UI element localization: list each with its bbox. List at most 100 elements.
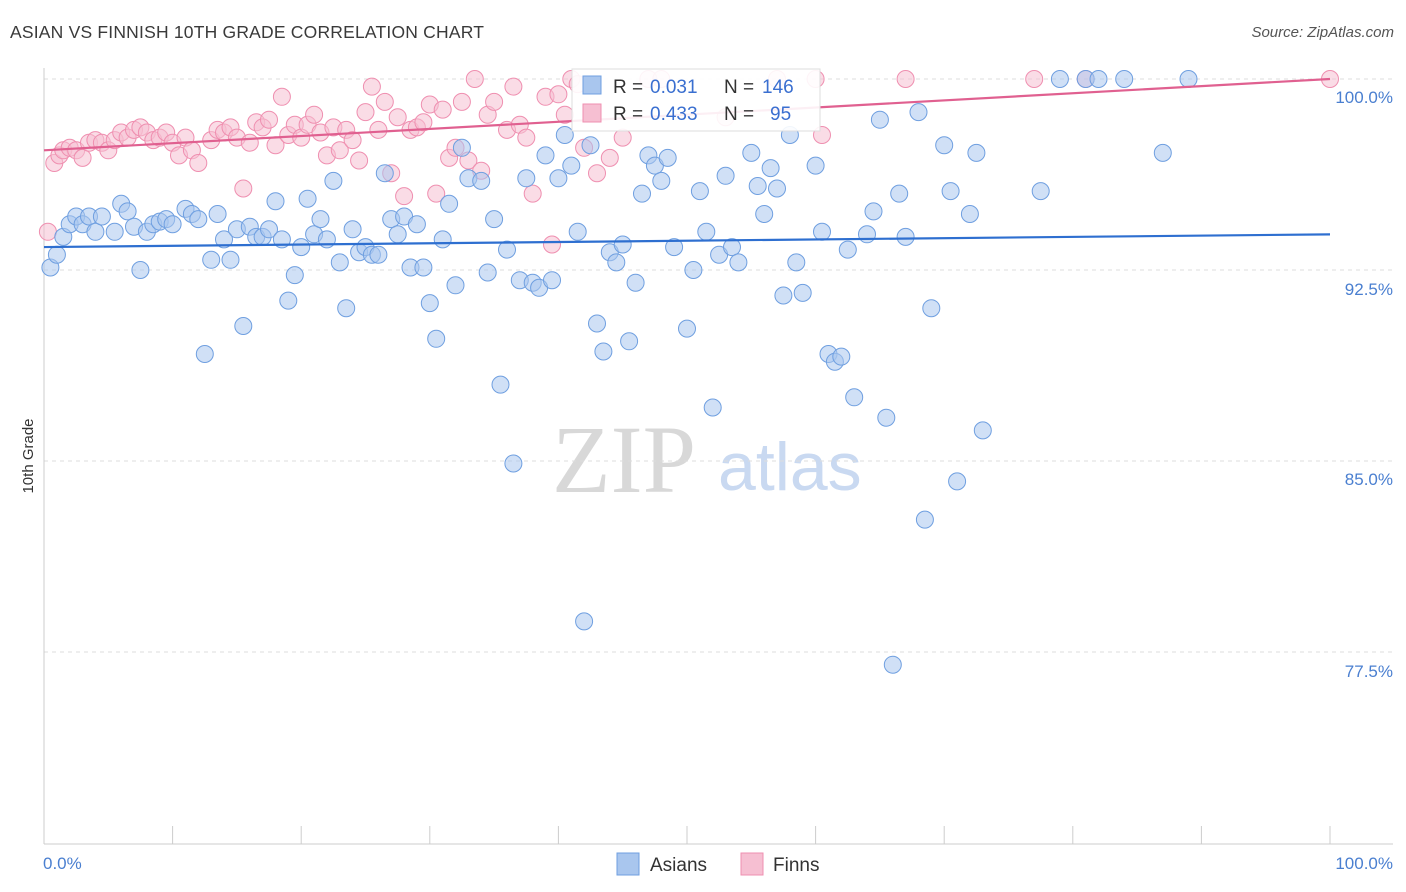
finns-point-60	[427, 184, 446, 203]
finns-point-34	[260, 110, 278, 129]
y-tick-label-100: 100.0%	[1335, 88, 1393, 107]
asians-point-35	[279, 291, 298, 310]
asians-point-36	[285, 266, 304, 285]
asians-point-23	[202, 250, 221, 269]
finns-point-55	[395, 187, 414, 206]
asians-point-40	[311, 210, 330, 229]
finns-point-82	[588, 164, 606, 183]
asians-point-7	[86, 222, 105, 241]
stats-finns-n-value: 95	[770, 104, 791, 125]
finns-point-51	[369, 120, 388, 139]
asians-point-133	[960, 205, 979, 223]
finns-point-73	[517, 128, 536, 147]
asians-point-122	[870, 110, 889, 129]
stats-finns-r-value: 0.433	[650, 104, 698, 125]
watermark-atlas: atlas	[718, 429, 862, 505]
finns-point-77	[549, 85, 568, 104]
finns-point-48	[350, 151, 369, 170]
asians-point-85	[607, 253, 626, 272]
finns-point-76	[543, 235, 561, 254]
y-tick-label-77-5: 77.5%	[1345, 662, 1393, 681]
asians-point-61	[446, 276, 465, 295]
stats-finns-r-label: R =	[613, 104, 643, 125]
asians-point-103	[729, 253, 748, 272]
asians-point-94	[665, 238, 684, 257]
asians-point-126	[896, 227, 915, 246]
asians-point-45	[343, 220, 362, 239]
asians-point-92	[652, 171, 671, 190]
legend-asians-swatch	[616, 852, 640, 876]
asians-point-111	[787, 253, 806, 272]
finns-point-92	[1025, 70, 1044, 88]
finns-point-69	[485, 92, 504, 111]
asians-point-112	[793, 283, 812, 302]
asians-point-124	[883, 655, 902, 674]
asians-point-64	[472, 171, 491, 190]
asians-point-33	[266, 192, 285, 211]
asians-point-58	[427, 329, 446, 348]
asians-point-119	[845, 388, 864, 407]
asians-point-88	[626, 273, 645, 292]
asians-point-13	[131, 261, 150, 279]
stats-finns-n-label: N =	[724, 104, 754, 125]
asians-point-123	[877, 408, 896, 427]
finns-point-54	[388, 108, 407, 127]
asians-point-22	[195, 345, 214, 363]
finns-point-49	[356, 103, 375, 122]
asians-point-78	[562, 156, 581, 175]
finns-point-24	[189, 154, 208, 172]
finns-point-45	[330, 141, 349, 160]
asians-point-125	[890, 184, 909, 203]
asians-point-68	[498, 240, 516, 259]
stats-asians-r-label: R =	[613, 77, 643, 98]
asians-point-121	[864, 202, 883, 221]
chart-source: Source: ZipAtlas.com	[1251, 24, 1394, 41]
x-axis-ticks	[43, 826, 1331, 844]
asians-point-18	[163, 215, 182, 234]
asians-point-38	[298, 189, 317, 208]
asians-point-105	[748, 177, 767, 195]
finns-point-71	[504, 77, 523, 96]
asians-point-109	[774, 286, 793, 305]
finns-point-36	[272, 87, 291, 106]
y-tick-label-92-5: 92.5%	[1345, 280, 1393, 299]
asians-point-75	[543, 271, 561, 290]
y-axis-label: 10th Grade	[20, 418, 37, 493]
asians-point-32	[260, 220, 278, 239]
asians-point-95	[678, 319, 696, 338]
asians-point-117	[832, 347, 851, 366]
asians-point-82	[588, 314, 606, 333]
asians-series	[41, 70, 1198, 674]
stats-asians-n-value: 146	[762, 77, 794, 98]
asians-point-60	[440, 194, 459, 213]
asians-point-139	[1089, 70, 1108, 88]
asians-point-140	[1115, 70, 1134, 88]
asians-point-130	[935, 136, 954, 155]
asians-point-59	[433, 230, 452, 249]
asians-point-52	[388, 225, 407, 244]
finns-point-30	[234, 179, 253, 198]
asians-point-43	[330, 253, 349, 272]
asians-point-74	[536, 146, 555, 165]
asians-point-81	[581, 136, 600, 155]
asians-point-87	[620, 332, 639, 351]
asians-point-127	[909, 103, 928, 122]
finns-point-58	[414, 113, 433, 132]
asians-point-104	[742, 143, 761, 162]
asians-point-137	[1050, 70, 1069, 88]
finns-point-91	[896, 70, 915, 88]
finns-point-52	[375, 92, 394, 111]
asians-point-120	[858, 225, 876, 244]
asians-point-118	[838, 240, 857, 259]
asians-point-99	[703, 398, 722, 417]
asians-point-42	[324, 171, 343, 190]
asians-point-135	[973, 421, 992, 440]
asians-trend-line	[43, 233, 1331, 249]
asians-point-26	[221, 250, 240, 269]
finns-point-66	[465, 70, 484, 88]
finns-point-31	[240, 133, 259, 152]
legend: Asians Finns	[616, 852, 819, 876]
finns-point-6	[73, 148, 92, 167]
asians-point-37	[292, 238, 311, 257]
